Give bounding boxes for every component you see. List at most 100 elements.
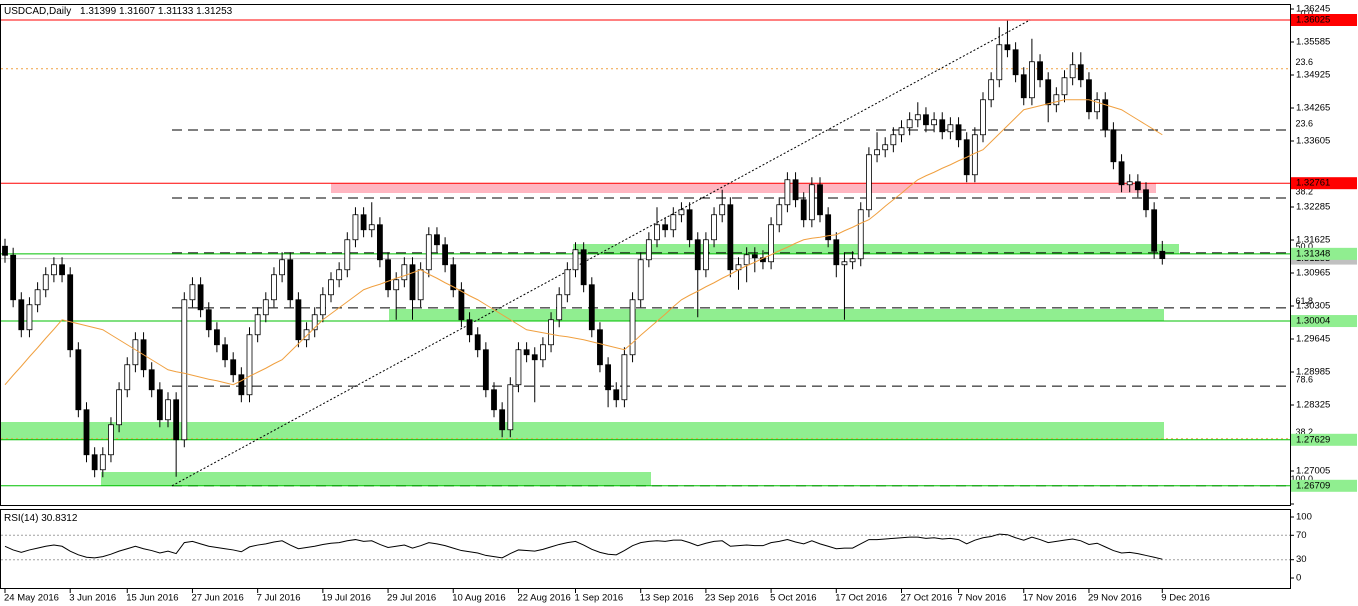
- low-value: 1.31133: [158, 6, 194, 17]
- rsi-y-tick-label: 70: [1296, 530, 1307, 541]
- candle-body: [499, 409, 506, 431]
- y-tick-label: 1.34925: [1296, 70, 1330, 81]
- level-price-label: 1.31348: [1296, 248, 1330, 259]
- candle-body: [181, 299, 188, 441]
- candle-body: [947, 124, 954, 133]
- candle-body: [1029, 61, 1035, 99]
- zone: [1, 422, 1164, 440]
- candle-body: [841, 261, 848, 266]
- candle-body: [540, 344, 546, 361]
- y-tick-label: 1.30965: [1296, 268, 1330, 279]
- candle-body: [417, 269, 424, 301]
- rsi-name: RSI(14): [4, 513, 38, 524]
- candle-body: [1134, 181, 1141, 191]
- candle-body: [328, 279, 334, 296]
- candle-body: [1012, 49, 1019, 76]
- candle-body: [931, 119, 937, 126]
- fib-label: 0.0: [1300, 8, 1313, 18]
- candle-body: [156, 389, 163, 421]
- candle-body: [491, 389, 497, 411]
- x-tick-label: 7 Jul 2016: [257, 593, 301, 604]
- x-tick-label: 5 Oct 2016: [770, 593, 816, 604]
- candle-body: [1045, 79, 1052, 106]
- candle-body: [1069, 64, 1076, 79]
- candle-body: [727, 204, 734, 271]
- candle-body: [743, 254, 750, 266]
- candle-body: [849, 258, 856, 263]
- candle-body: [996, 44, 1003, 81]
- candle-body: [898, 127, 905, 136]
- candle-body: [42, 274, 49, 291]
- candle-body: [645, 239, 652, 261]
- candle-body: [784, 179, 791, 206]
- x-tick-label: 13 Sep 2016: [640, 593, 694, 604]
- x-tick-label: 15 Jun 2016: [126, 593, 178, 604]
- candle-body: [792, 179, 799, 201]
- candle-body: [1151, 209, 1158, 252]
- x-tick-label: 3 Jun 2016: [69, 593, 116, 604]
- moving-average: [4, 99, 1163, 386]
- level-price-box: [1291, 177, 1357, 190]
- y-tick-label: 1.33605: [1296, 136, 1330, 147]
- level-price-label: 1.32761: [1296, 178, 1330, 189]
- candle-body: [238, 374, 245, 396]
- y-tick-label: 1.29645: [1296, 334, 1330, 345]
- candle-body: [295, 299, 302, 341]
- x-tick-label: 23 Sep 2016: [705, 593, 759, 604]
- level-price-box: [1291, 433, 1357, 446]
- level-price-label: 1.36025: [1296, 15, 1330, 26]
- candle-body: [1037, 61, 1043, 81]
- y-tick-label: 1.28325: [1296, 400, 1330, 411]
- candle-body: [75, 349, 82, 411]
- rsi-header: RSI(14) 30.8312: [4, 513, 78, 524]
- candle-body: [613, 389, 620, 401]
- candle-body: [91, 454, 98, 471]
- candle-body: [336, 269, 343, 281]
- candle-body: [254, 314, 261, 336]
- candle-body: [548, 319, 554, 346]
- fib-label: 61.8: [1295, 296, 1313, 306]
- fib-label: 50.0: [1295, 241, 1313, 251]
- candle-body: [246, 334, 253, 396]
- zone: [101, 472, 651, 486]
- candle-body: [425, 234, 432, 271]
- candle-body: [662, 224, 669, 231]
- candle-body: [980, 99, 986, 136]
- candle-body: [108, 424, 114, 456]
- candle-body: [678, 209, 685, 216]
- fib-label: 23.6: [1295, 57, 1313, 67]
- x-tick-label: 27 Oct 2016: [901, 593, 953, 604]
- candle-body: [2, 245, 8, 256]
- x-tick-label: 29 Jul 2016: [387, 593, 436, 604]
- candle-body: [768, 224, 774, 263]
- candle-body: [1077, 64, 1084, 81]
- candle-body: [132, 339, 139, 366]
- candle-body: [955, 124, 962, 141]
- candle-body: [466, 319, 473, 336]
- candle-body: [808, 184, 815, 221]
- candle-body: [197, 284, 204, 311]
- candle-body: [409, 264, 416, 301]
- candle-body: [1110, 129, 1117, 163]
- candle-body: [914, 114, 921, 121]
- level-price-label: 1.26709: [1296, 480, 1330, 491]
- candle-body: [352, 214, 359, 241]
- candle-body: [874, 149, 880, 156]
- candle-body: [271, 274, 277, 301]
- candle-body: [597, 329, 603, 366]
- y-tick-label: 1.35585: [1296, 37, 1330, 48]
- candle-body: [230, 359, 237, 376]
- x-tick-label: 17 Oct 2016: [835, 593, 887, 604]
- y-tick-label: 1.31625: [1296, 235, 1330, 246]
- candle-body: [507, 384, 514, 431]
- candle-body: [825, 214, 832, 241]
- y-tick-label: 1.32285: [1296, 202, 1330, 213]
- candle-body: [99, 454, 106, 471]
- x-tick-label: 9 Dec 2016: [1161, 593, 1210, 604]
- chart-header: USDCAD,Daily 1.31399 1.31607 1.31133 1.3…: [4, 6, 233, 17]
- candle-body: [564, 269, 571, 296]
- candle-body: [474, 334, 481, 351]
- candle-body: [222, 344, 228, 361]
- candle-body: [173, 399, 180, 441]
- level-price-box: [1291, 479, 1357, 492]
